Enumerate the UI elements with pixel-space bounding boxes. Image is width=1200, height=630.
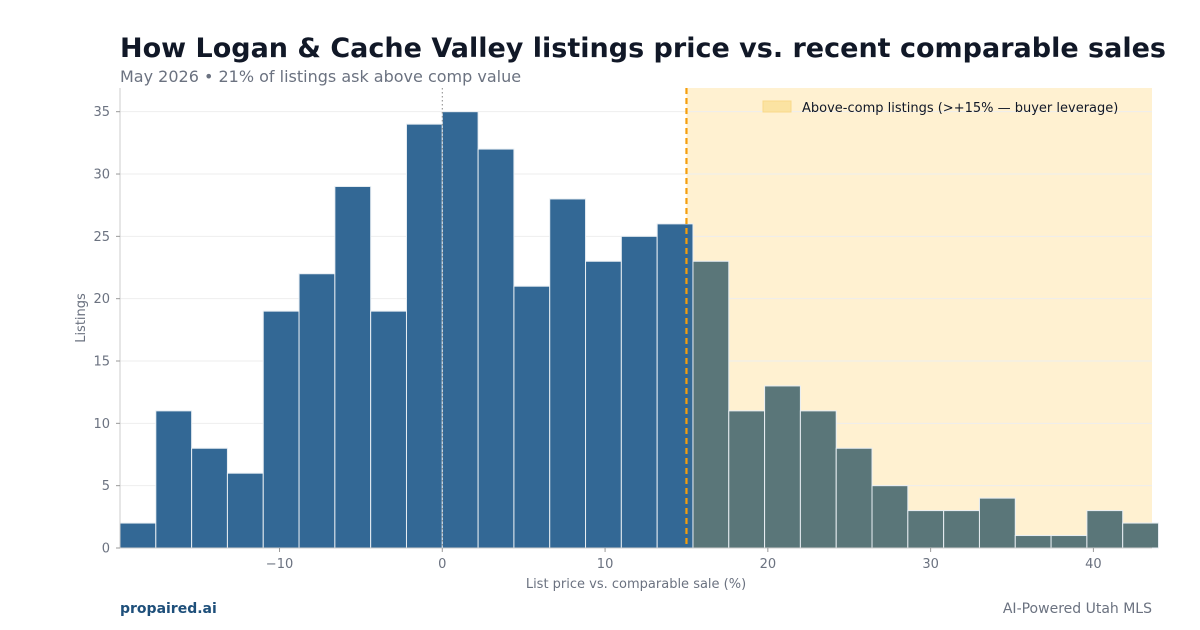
histogram-bar xyxy=(119,522,157,549)
histogram-bar xyxy=(728,410,766,549)
y-tick-label: 15 xyxy=(93,355,110,370)
histogram-bar xyxy=(155,410,193,549)
histogram-bar xyxy=(477,148,515,549)
histogram-bar xyxy=(549,198,587,549)
x-tick-label: 10 xyxy=(597,557,614,572)
histogram-bar xyxy=(835,447,873,549)
histogram-bar xyxy=(907,510,945,549)
histogram-bar xyxy=(585,260,622,549)
histogram-bar xyxy=(692,260,730,549)
x-tick-label: 20 xyxy=(760,557,777,572)
reference-line-layer xyxy=(441,88,688,548)
histogram-bar xyxy=(799,410,837,549)
bar-layer xyxy=(119,111,1160,549)
histogram-bar xyxy=(656,223,694,549)
y-tick-label: 20 xyxy=(93,292,110,307)
histogram-bar xyxy=(226,472,264,549)
y-axis-title: Listings xyxy=(74,293,89,343)
x-tick-label: −10 xyxy=(266,557,293,572)
histogram-bar xyxy=(1014,535,1052,549)
histogram-bar xyxy=(334,185,372,549)
footer-brand: propaired.ai xyxy=(120,601,217,617)
x-tick-label: 40 xyxy=(1085,557,1102,572)
histogram-bar xyxy=(1050,535,1088,549)
y-tick-label: 0 xyxy=(102,542,110,557)
histogram-bar xyxy=(513,285,551,549)
histogram-bar xyxy=(943,510,980,549)
histogram-bar xyxy=(1122,522,1160,549)
x-tick-label: 0 xyxy=(438,557,446,572)
histogram-chart: 0 5 10 15 20 25 30 35 −10 0 10 20 30 40 List price vs.… xyxy=(74,88,1160,592)
y-tick-label: 5 xyxy=(102,479,110,494)
footer-tagline: AI-Powered Utah MLS xyxy=(1002,601,1152,617)
histogram-bar xyxy=(370,310,407,549)
histogram-bar xyxy=(405,123,443,549)
histogram-bar xyxy=(978,497,1016,549)
y-tick-label: 30 xyxy=(93,168,110,183)
y-tick-label: 10 xyxy=(93,417,110,432)
y-tick-label: 35 xyxy=(93,105,110,120)
axis-layer: 0 5 10 15 20 25 30 35 −10 0 10 20 30 40 List price vs.… xyxy=(74,88,1152,592)
chart-title: How Logan & Cache Valley listings price … xyxy=(120,33,1166,64)
histogram-bar xyxy=(871,485,909,549)
legend: Above-comp listings (>+15% — buyer lever… xyxy=(762,100,1118,116)
legend-label: Above-comp listings (>+15% — buyer lever… xyxy=(802,101,1118,116)
histogram-bar xyxy=(262,310,300,549)
histogram-bar xyxy=(191,447,228,549)
histogram-bar xyxy=(298,273,336,549)
x-tick-label: 30 xyxy=(922,557,939,572)
histogram-bar xyxy=(441,111,479,549)
x-axis-title: List price vs. comparable sale (%) xyxy=(526,577,746,592)
histogram-bar xyxy=(620,235,658,549)
chart-subtitle: May 2026 • 21% of listings ask above com… xyxy=(120,67,522,86)
y-tick-label: 25 xyxy=(93,230,110,245)
histogram-bar xyxy=(764,385,801,549)
histogram-bar xyxy=(1086,510,1124,549)
legend-swatch xyxy=(762,100,792,113)
